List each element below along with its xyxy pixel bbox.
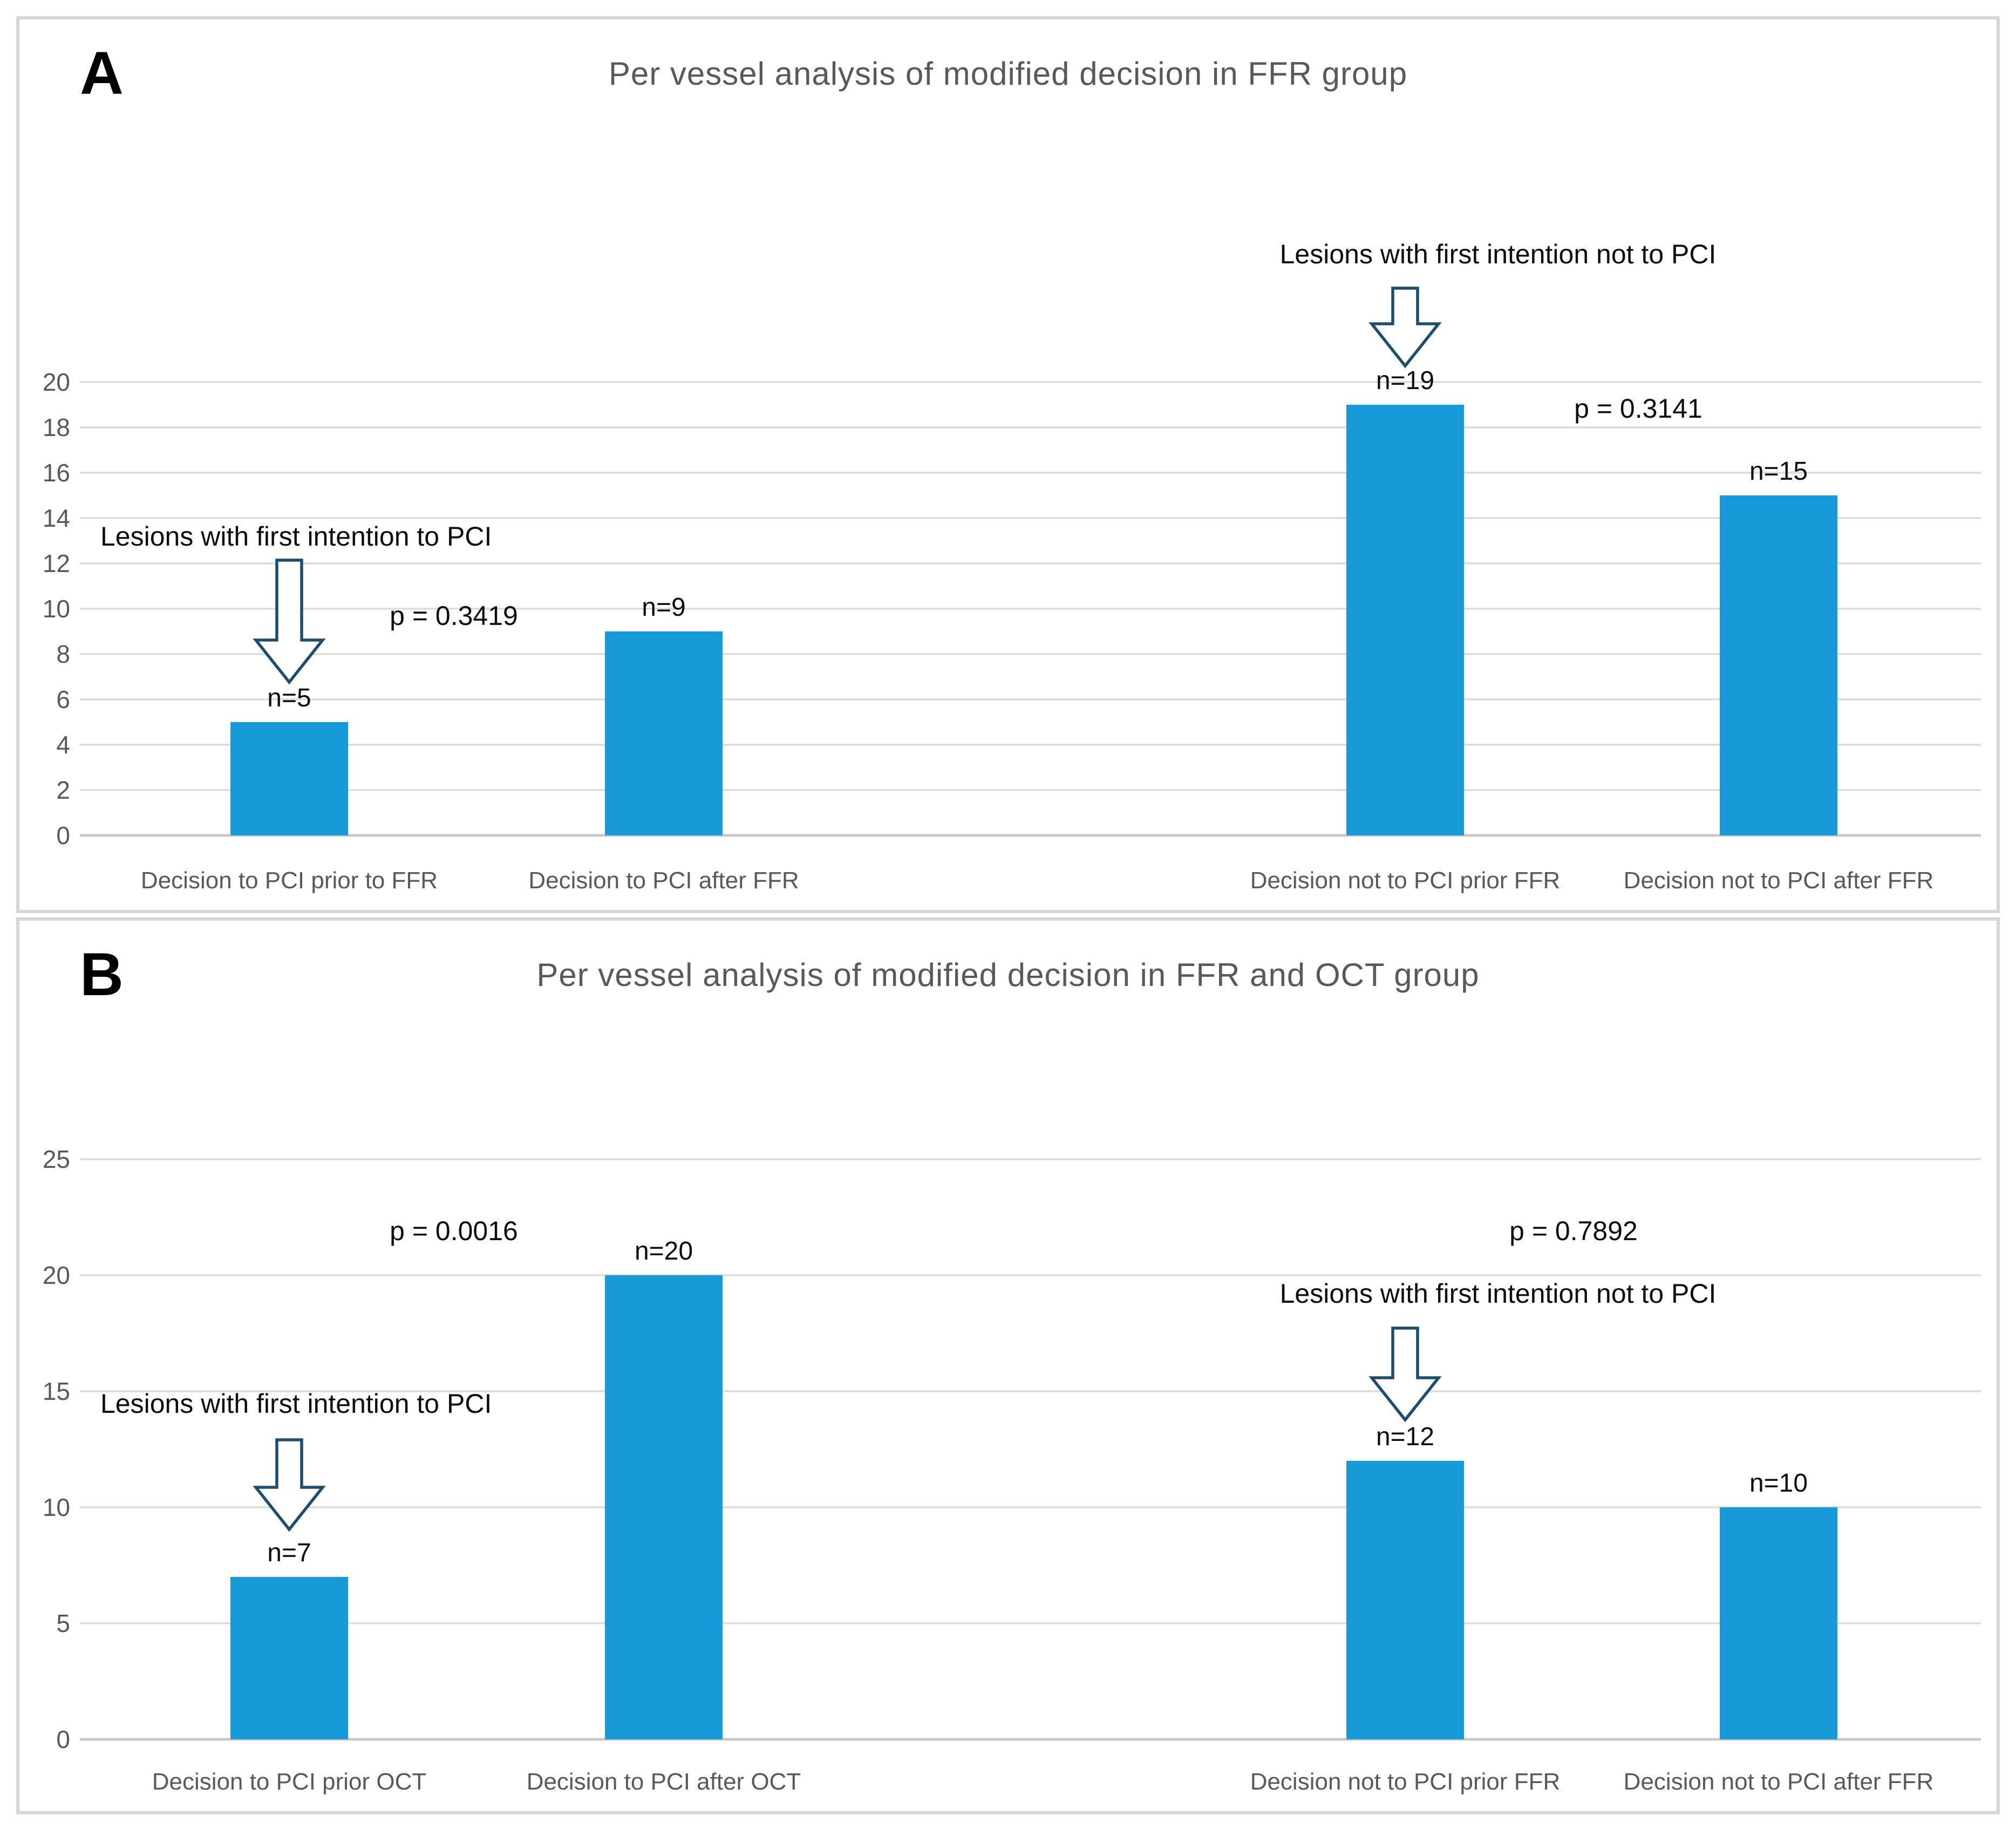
- x-category-label: Decision not to PCI after FFR: [1624, 1768, 1934, 1795]
- group-annotation-label: Lesions with first intention not to PCI: [1280, 1278, 1717, 1309]
- x-category-label: Decision to PCI prior to FFR: [141, 867, 438, 894]
- p-value-label: p = 0.3419: [390, 601, 518, 631]
- panel-letter: A: [80, 39, 124, 107]
- bar-value-label: n=10: [1749, 1469, 1808, 1498]
- x-category-label: Decision not to PCI after FFR: [1624, 867, 1934, 894]
- chart-title: Per vessel analysis of modified decision…: [536, 957, 1480, 993]
- bar-value-label: n=5: [267, 684, 311, 712]
- p-value-label: p = 0.3141: [1574, 393, 1702, 424]
- bar-value-label: n=7: [267, 1539, 311, 1567]
- x-category-label: Decision to PCI prior OCT: [152, 1768, 427, 1795]
- x-category-label: Decision to PCI after FFR: [528, 867, 799, 894]
- bar: [230, 722, 348, 835]
- group-annotation-label: Lesions with first intention not to PCI: [1280, 239, 1717, 269]
- y-tick-label: 15: [43, 1377, 70, 1405]
- down-arrow-icon: [253, 559, 326, 685]
- y-tick-label: 0: [56, 1725, 70, 1753]
- bar-value-label: n=20: [635, 1237, 693, 1266]
- p-value-label: p = 0.0016: [390, 1216, 518, 1246]
- bar: [230, 1577, 348, 1739]
- bar-value-label: n=9: [642, 593, 685, 622]
- y-tick-label: 18: [43, 413, 70, 441]
- y-tick-label: 4: [56, 731, 70, 759]
- y-tick-label: 14: [43, 504, 70, 532]
- y-tick-label: 2: [56, 776, 70, 804]
- y-tick-label: 5: [56, 1609, 70, 1637]
- bar: [1346, 1461, 1464, 1739]
- panel-b: B Per vessel analysis of modified decisi…: [16, 917, 2000, 1814]
- down-arrow-icon: [1368, 1326, 1442, 1423]
- down-arrow-icon: [1368, 287, 1442, 369]
- x-category-label: Decision not to PCI prior FFR: [1250, 1768, 1561, 1795]
- y-tick-label: 8: [56, 640, 70, 668]
- x-category-label: Decision not to PCI prior FFR: [1250, 867, 1561, 894]
- y-tick-label: 10: [43, 1493, 70, 1521]
- bar-value-label: n=15: [1749, 457, 1808, 486]
- bar-value-label: n=19: [1376, 366, 1434, 395]
- chart-title: Per vessel analysis of modified decision…: [608, 56, 1408, 92]
- chart-b-plot: 0 5 10 15 20 25 n=7 Decision to PCI prior OCT n=…: [43, 1145, 1981, 1795]
- bar: [1720, 495, 1837, 835]
- panel-a: A Per vessel analysis of modified decisi…: [16, 16, 2000, 913]
- bar-value-label: n=12: [1376, 1423, 1434, 1451]
- group-annotation-label: Lesions with first intention to PCI: [100, 521, 492, 552]
- p-value-label: p = 0.7892: [1509, 1216, 1638, 1246]
- y-tick-label: 20: [43, 1261, 70, 1289]
- bar: [1346, 405, 1464, 835]
- down-arrow-icon: [253, 1438, 326, 1532]
- y-tick-label: 25: [43, 1145, 70, 1173]
- y-tick-label: 0: [56, 821, 70, 849]
- x-category-label: Decision to PCI after OCT: [527, 1768, 801, 1795]
- panel-letter: B: [80, 941, 124, 1008]
- bar: [605, 1275, 723, 1739]
- bar: [1720, 1507, 1837, 1739]
- y-tick-label: 16: [43, 459, 70, 487]
- y-tick-label: 12: [43, 549, 70, 577]
- y-tick-label: 10: [43, 595, 70, 623]
- bar: [605, 631, 723, 835]
- chart-a-plot: 0 2 4 6 8 10 12 14 16 18 20 n=5 Decision to PCI prio…: [43, 239, 1981, 894]
- y-tick-label: 20: [43, 368, 70, 396]
- y-tick-label: 6: [56, 685, 70, 713]
- group-annotation-label: Lesions with first intention to PCI: [100, 1389, 492, 1419]
